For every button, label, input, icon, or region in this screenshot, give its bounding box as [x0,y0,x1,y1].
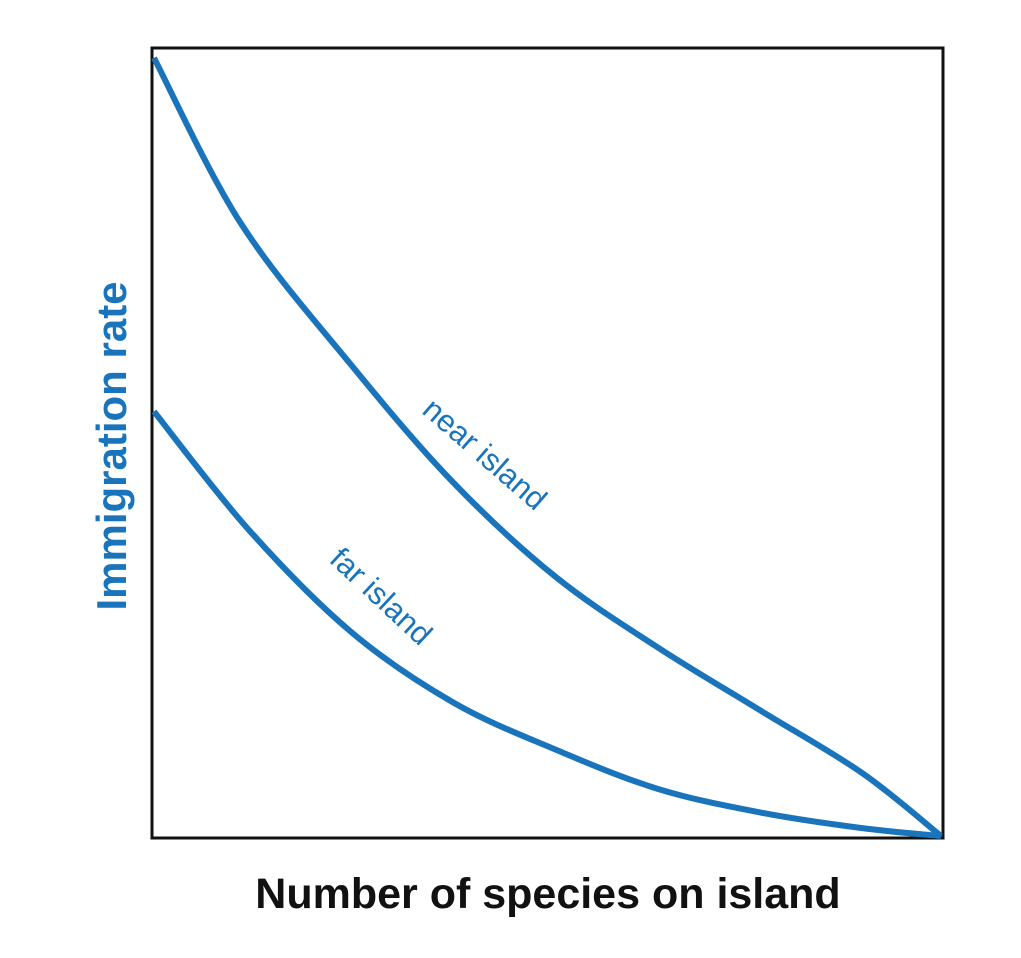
near-island-curve [151,56,943,839]
far-island-label: far island [323,541,439,652]
plot-frame [150,46,945,840]
near-island-label: near island [416,391,553,517]
far-island-curve [151,409,942,839]
x-axis-label: Number of species on island [255,870,840,918]
y-axis-label: Immigration rate [88,281,135,610]
